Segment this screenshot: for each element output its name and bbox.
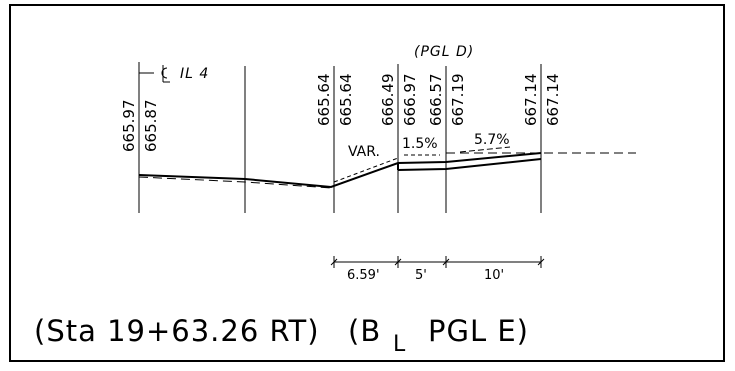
existing-ground-line <box>138 176 332 189</box>
centerline-label: IL 4 <box>180 66 209 82</box>
baseline-prefix: (B <box>348 314 381 348</box>
centerline-symbol <box>161 65 170 83</box>
elevation-label: 665.64 <box>315 74 333 127</box>
baseline-suffix: PGL E) <box>428 314 529 348</box>
profile-label: (PGL D) <box>414 44 474 60</box>
dimension-label: 10' <box>484 268 504 283</box>
slope-indicator-2 <box>459 146 511 153</box>
pavement-bottom <box>397 158 542 171</box>
var-slope-indicator <box>333 157 399 183</box>
proposed-surface <box>138 152 542 189</box>
baseline-subscript: L <box>393 332 406 357</box>
station-lines <box>138 62 542 213</box>
elevation-label: 667.14 <box>544 74 562 127</box>
slope-label-1: 1.5% <box>402 136 438 152</box>
elevation-labels: 665.97 665.87 665.64 665.64 666.49 666.9… <box>120 74 562 153</box>
elevation-label: 666.49 <box>379 74 397 127</box>
elevation-label: 666.97 <box>401 74 419 127</box>
station-title: (Sta 19+63.26 RT) <box>34 314 320 348</box>
elevation-label: 667.19 <box>449 74 467 127</box>
dimension-line <box>330 256 545 268</box>
drawing-frame <box>9 4 725 362</box>
dimension-label: 6.59' <box>347 268 380 283</box>
elevation-label: 665.64 <box>337 74 355 127</box>
slope-label-2: 5.7% <box>474 132 510 148</box>
elevation-label: 665.97 <box>120 100 138 153</box>
elevation-label: 667.14 <box>522 74 540 127</box>
elevation-label: 666.57 <box>427 74 445 127</box>
elevation-label: 665.87 <box>142 100 160 153</box>
slope-var-label: VAR. <box>348 144 380 160</box>
dimension-label: 5' <box>415 268 427 283</box>
